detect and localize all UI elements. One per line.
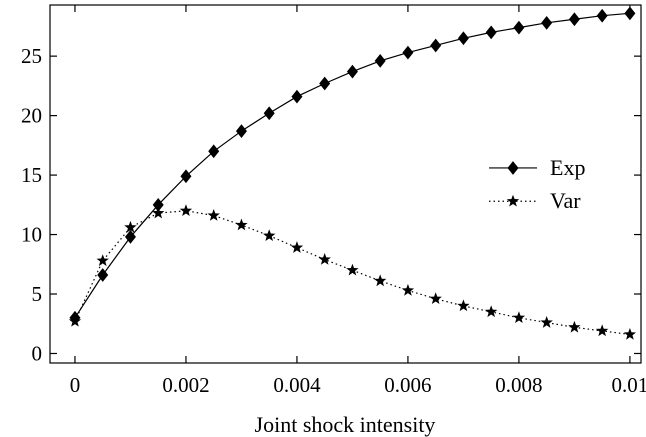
data-point-var bbox=[318, 253, 331, 265]
data-point-exp bbox=[319, 76, 331, 91]
data-point-exp bbox=[263, 106, 275, 121]
data-point-var bbox=[152, 206, 165, 219]
data-point-var bbox=[290, 241, 304, 253]
x-tick-label: 0.002 bbox=[162, 373, 209, 397]
x-axis-title: Joint shock intensity bbox=[255, 412, 436, 437]
data-point-exp bbox=[624, 6, 636, 21]
legend-item-var: Var bbox=[489, 188, 581, 213]
data-point-exp bbox=[346, 64, 358, 79]
y-tick-label: 10 bbox=[21, 223, 42, 247]
data-point-var bbox=[484, 305, 498, 318]
data-point-var bbox=[595, 324, 609, 337]
data-point-exp bbox=[596, 8, 608, 23]
data-point-var bbox=[568, 320, 581, 333]
x-tick-label: 0.008 bbox=[495, 373, 542, 397]
data-point-exp bbox=[180, 169, 192, 184]
x-tick-label: 0.004 bbox=[273, 373, 321, 397]
data-point-exp bbox=[124, 230, 136, 244]
legend-marker-exp bbox=[507, 161, 519, 175]
data-point-exp bbox=[374, 54, 386, 68]
legend-label-exp: Exp bbox=[550, 155, 585, 180]
data-point-var bbox=[346, 263, 359, 276]
x-tick-label: 0 bbox=[70, 373, 81, 397]
data-point-var bbox=[124, 220, 137, 233]
data-point-exp bbox=[97, 268, 109, 282]
ticks-layer: 0 0.002 0.004 0.006 0.008 0.01 0 5 10 15 20 25 bbox=[21, 5, 646, 397]
data-point-exp bbox=[430, 38, 442, 53]
data-point-var bbox=[263, 229, 276, 241]
data-point-var bbox=[429, 292, 442, 305]
data-point-var bbox=[68, 314, 82, 327]
data-point-exp bbox=[485, 25, 497, 40]
x-tick-label: 0.01 bbox=[612, 373, 646, 397]
series-var bbox=[68, 204, 637, 340]
data-point-var bbox=[96, 254, 109, 266]
data-point-var bbox=[235, 218, 248, 231]
data-point-exp bbox=[152, 197, 164, 212]
y-tick-label: 15 bbox=[21, 163, 42, 187]
y-tick-label: 25 bbox=[21, 44, 42, 68]
y-tick-label: 5 bbox=[32, 282, 43, 306]
data-point-exp bbox=[513, 20, 525, 35]
data-point-var bbox=[540, 316, 553, 328]
series-layer bbox=[68, 6, 637, 340]
data-point-var bbox=[374, 274, 387, 287]
data-point-exp bbox=[541, 15, 553, 30]
data-point-var bbox=[179, 204, 193, 217]
legend: Exp Var bbox=[489, 155, 585, 213]
data-point-var bbox=[207, 209, 220, 221]
data-point-exp bbox=[457, 31, 469, 46]
data-point-exp bbox=[208, 144, 220, 159]
y-tick-label: 20 bbox=[21, 104, 42, 128]
data-point-var bbox=[401, 283, 415, 296]
data-point-exp bbox=[568, 12, 580, 27]
legend-item-exp: Exp bbox=[489, 155, 585, 180]
y-tick-label: 0 bbox=[32, 341, 43, 365]
data-point-exp bbox=[291, 89, 303, 104]
x-tick-label: 0.006 bbox=[384, 373, 431, 397]
data-point-var bbox=[457, 299, 470, 312]
plot-frame bbox=[49, 4, 642, 364]
legend-marker-var bbox=[506, 194, 520, 207]
data-point-var bbox=[512, 311, 526, 324]
data-point-var bbox=[623, 327, 637, 340]
series-exp bbox=[69, 6, 636, 325]
data-point-exp bbox=[402, 45, 414, 60]
legend-label-var: Var bbox=[550, 188, 581, 213]
data-point-exp bbox=[235, 124, 247, 138]
